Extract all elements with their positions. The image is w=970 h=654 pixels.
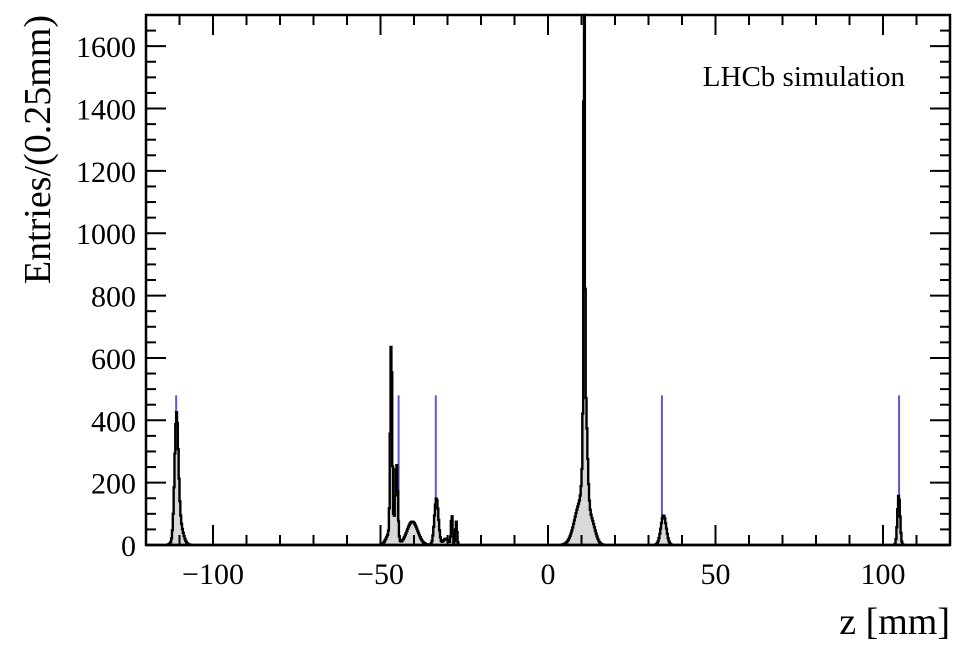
y-tick-label: 1200	[76, 156, 136, 189]
histogram-series	[146, 13, 950, 547]
y-tick-label: 1400	[76, 94, 136, 127]
plot-frame	[144, 13, 952, 547]
y-tick-label: 400	[91, 405, 136, 438]
y-tick-label: 1600	[76, 31, 136, 64]
x-tick-label: −100	[182, 558, 244, 591]
x-tick-label: 50	[701, 558, 731, 591]
lhcb-simulation-label: LHCb simulation	[703, 61, 906, 93]
x-tick-label: −50	[357, 558, 404, 591]
x-tick-label: 100	[861, 558, 906, 591]
y-tick-label: 600	[91, 343, 136, 376]
y-tick-label: 0	[121, 530, 136, 563]
x-axis-title: z [mm]	[839, 601, 950, 643]
x-tick-label: 0	[541, 558, 556, 591]
truth-vertex-lines	[175, 395, 901, 545]
tick-labels: −100 −50 0 50 100020040060080010001200140016…	[76, 31, 906, 591]
axis-ticks	[145, 14, 951, 546]
y-tick-label: 200	[91, 468, 136, 501]
histogram-path	[146, 13, 950, 547]
y-tick-label: 1000	[76, 218, 136, 251]
y-tick-label: 800	[91, 281, 136, 314]
y-axis-title: Entries/(0.25mm)	[17, 15, 59, 284]
